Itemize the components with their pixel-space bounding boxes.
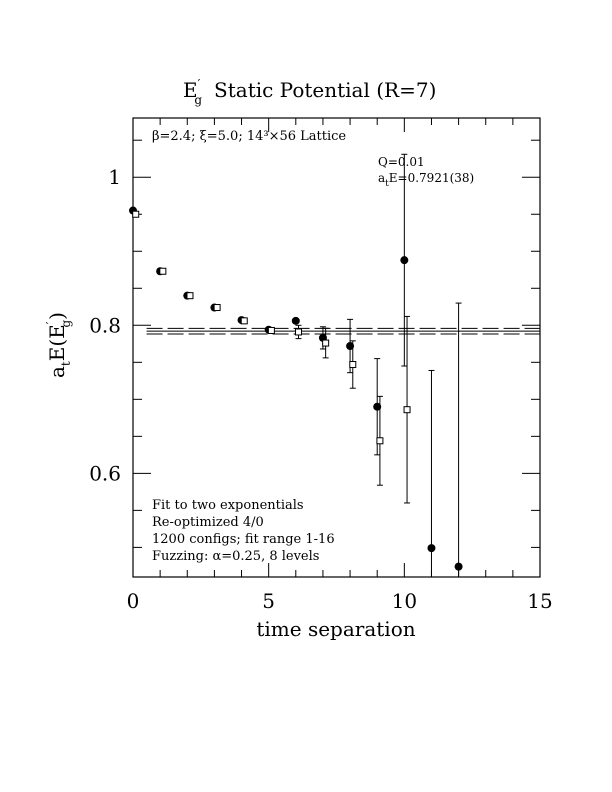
fit-energy-prefix: a [378,171,385,185]
data-point-square [376,437,384,445]
x-tick-labels: 0 5 10 15 [127,589,553,613]
data-point-square [132,210,140,218]
title-symbol-subscript: g [194,93,202,107]
fit-q-label: Q=0.01 [378,155,425,169]
chart-title: E′ g Static Potential (R=7) [183,77,436,107]
lattice-label: β=2.4; ξ=5.0; 14³×56 Lattice [152,129,346,144]
fit-energy-text: E=0.7921(38) [389,171,474,185]
x-tick-label: 5 [262,589,275,613]
note-line-4: Fuzzing: α=0.25, 8 levels [152,549,319,564]
x-axis-label: time separation [256,617,415,641]
title-symbol-prime: ′ [198,77,201,91]
fit-energy-label: atE=0.7921(38) [378,171,474,189]
data-point-circle [427,544,436,553]
y-tick-label: 0.8 [89,313,121,337]
data-point-circle [400,256,409,265]
plot-frame [132,117,541,578]
y-tick-label: 1 [108,165,121,189]
data-point-square [159,267,167,275]
data-point-square [240,317,248,325]
y-label-prefix-sub: t [59,361,73,366]
data-point-square [213,304,221,312]
y-label-main: E(E [45,324,69,361]
data-point-square [322,339,330,347]
data-point-circle [291,316,300,325]
x-tick-label: 15 [527,589,552,613]
data-point-square [403,406,411,414]
title-text: Static Potential (R=7) [214,78,436,102]
data-point-square [349,361,357,369]
data-point-square [295,328,303,336]
x-tick-label: 0 [127,589,140,613]
y-tick-label: 0.6 [89,461,121,485]
note-line-2: Re-optimized 4/0 [152,515,264,530]
note-line-1: Fit to two exponentials [152,498,304,513]
data-point-circle [346,342,355,351]
y-label-prefix: a [45,366,69,378]
y-label-prime: ′ [44,321,58,324]
data-point-square [267,326,275,334]
y-tick-labels: 0.6 0.8 1 [89,165,121,485]
y-label-sub: g [59,319,73,327]
y-axis-label: atE(E′g) [44,312,73,378]
note-line-3: 1200 configs; fit range 1-16 [152,532,335,547]
y-label-close: ) [45,312,69,320]
fit-energy-sub: t [385,179,389,189]
data-point-circle [373,402,382,411]
fit-band [146,327,540,335]
data-point-square [186,292,194,300]
data-point-circle [454,562,463,571]
data-marks [129,153,463,577]
title-symbol: E [183,78,198,102]
axis-ticks [132,118,541,577]
x-tick-label: 10 [392,589,417,613]
